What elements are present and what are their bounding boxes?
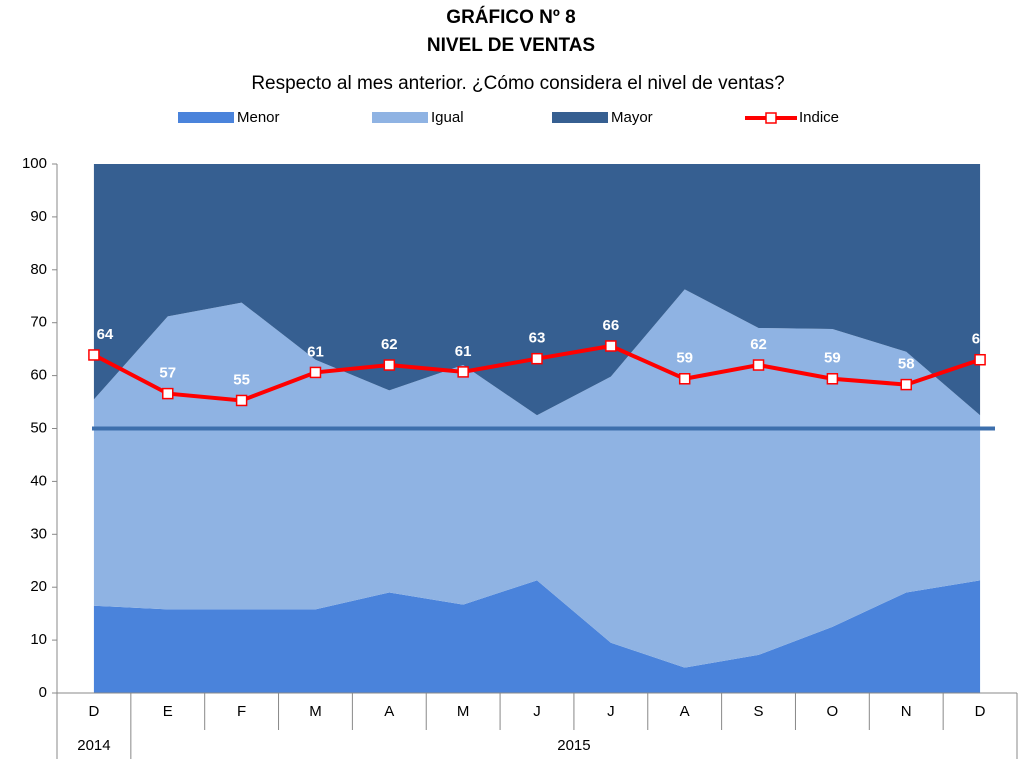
x-tick-label: A [384,703,394,720]
x-tick-label: E [163,703,173,720]
index-marker [974,353,986,366]
data-label: 63 [972,331,989,348]
data-label: 61 [307,343,324,360]
x-tick-label: J [533,703,541,720]
data-label: 55 [233,371,250,388]
y-tick-label: 0 [39,684,47,701]
y-tick-label: 100 [22,155,47,172]
y-tick-label: 80 [30,261,47,278]
index-marker [88,349,100,361]
area [93,580,981,693]
legend-swatch [372,112,428,123]
x-tick-label: F [237,703,246,720]
index-marker [309,366,322,379]
data-label: 62 [750,336,767,353]
data-label: 57 [159,365,176,382]
year-label: 2014 [77,737,110,754]
area [93,164,981,416]
legend-swatch [552,112,608,123]
x-tick-label: O [827,703,839,720]
legend-swatch [178,112,234,123]
area [93,289,981,668]
y-tick-label: 40 [30,472,47,489]
index-marker [752,359,765,371]
index-marker [457,366,469,378]
legend-label: Mayor [611,109,653,126]
year-label: 2015 [557,737,590,754]
index-marker [235,394,248,407]
x-tick-label: S [754,703,764,720]
data-label: 64 [97,326,114,343]
legend-label: Igual [431,109,464,126]
x-tick-label: M [457,703,470,720]
index-marker [605,340,617,352]
index-marker [826,373,839,385]
y-tick-label: 50 [30,419,47,436]
chart-title: GRÁFICO Nº 8 [446,6,575,28]
y-tick-label: 60 [30,367,47,384]
data-label: 59 [676,350,693,367]
y-tick-label: 20 [30,578,47,595]
x-tick-label: D [89,703,100,720]
data-label: 62 [381,336,398,353]
legend-marker [765,112,777,124]
index-marker [531,352,543,365]
x-tick-label: J [607,703,615,720]
chart-caption: Respecto al mes anterior. ¿Cómo consider… [251,73,784,94]
y-tick-label: 90 [30,208,47,225]
x-tick-label: M [309,703,322,720]
data-label: 58 [898,356,915,373]
index-marker [678,373,691,385]
data-label: 59 [824,350,841,367]
x-tick-label: N [901,703,912,720]
data-label: 66 [603,317,620,334]
legend-label: Indice [799,109,839,126]
index-marker [900,378,912,391]
legend-label: Menor [237,109,280,126]
x-tick-label: A [680,703,690,720]
index-marker [162,387,174,400]
index-marker [383,359,396,371]
y-tick-label: 70 [30,314,47,331]
data-label: 61 [455,343,472,360]
x-tick-label: D [975,703,986,720]
y-tick-label: 10 [30,631,47,648]
chart-subtitle: NIVEL DE VENTAS [427,35,595,56]
data-label: 63 [529,330,546,347]
y-tick-label: 30 [30,525,47,542]
